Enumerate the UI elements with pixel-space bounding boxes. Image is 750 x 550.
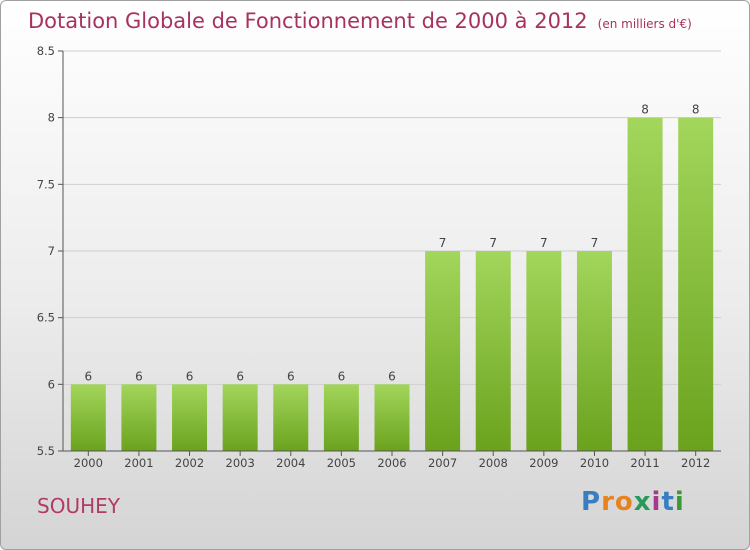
logo-letter: o	[614, 487, 634, 517]
chart-title-main: Dotation Globale de Fonctionnement de 20…	[28, 9, 588, 33]
bar-2007	[425, 251, 461, 451]
proxiti-logo: Proxiti	[581, 487, 685, 517]
bar-2004	[273, 384, 309, 451]
logo-letter: i	[674, 487, 685, 517]
y-tick-label: 7.5	[37, 177, 55, 191]
chart-title-unit: (en milliers d'€)	[597, 17, 692, 31]
x-tick-label-2011: 2011	[630, 456, 659, 470]
labels: 5.5 6 6.5 7 7.5 8 8.5 2000 6 2001 6 2002 6 2003 6 2004 6…	[37, 44, 711, 470]
x-tick-label-2006: 2006	[377, 456, 406, 470]
bar-2000	[70, 384, 106, 451]
bar-2012	[678, 117, 714, 452]
bar-2003	[222, 384, 258, 451]
bar-2010	[576, 251, 612, 451]
logo-letter: x	[633, 487, 652, 517]
logo-letter: t	[661, 487, 675, 517]
x-tick-label-2008: 2008	[479, 456, 508, 470]
bar-2009	[526, 251, 562, 451]
bar-2011	[627, 117, 663, 452]
y-tick-label: 8	[48, 111, 55, 125]
logo-letter: r	[601, 487, 615, 517]
y-tick-label: 7	[48, 244, 55, 258]
axes	[58, 50, 721, 456]
x-tick-label-2009: 2009	[529, 456, 558, 470]
chart-title: Dotation Globale de Fonctionnement de 20…	[28, 9, 692, 33]
x-tick-label-2000: 2000	[74, 456, 103, 470]
value-label-2007: 7	[439, 236, 447, 250]
value-label-2003: 6	[236, 369, 244, 383]
value-label-2012: 8	[692, 103, 700, 117]
bars	[70, 117, 714, 452]
x-tick-label-2003: 2003	[226, 456, 255, 470]
value-label-2001: 6	[135, 369, 143, 383]
bar-2001	[121, 384, 157, 451]
x-tick-label-2010: 2010	[580, 456, 609, 470]
value-label-2011: 8	[641, 103, 649, 117]
x-tick-label-2001: 2001	[124, 456, 153, 470]
value-label-2006: 6	[388, 369, 396, 383]
y-tick-label: 5.5	[37, 444, 55, 458]
x-tick-label-2005: 2005	[327, 456, 356, 470]
bar-2002	[172, 384, 208, 451]
value-label-2002: 6	[186, 369, 194, 383]
value-label-2004: 6	[287, 369, 295, 383]
y-tick-label: 6.5	[37, 311, 55, 325]
value-label-2010: 7	[591, 236, 599, 250]
bar-2006	[374, 384, 410, 451]
value-label-2000: 6	[84, 369, 92, 383]
value-label-2005: 6	[338, 369, 346, 383]
logo-letter: P	[581, 487, 602, 517]
value-label-2009: 7	[540, 236, 548, 250]
y-tick-label: 8.5	[37, 44, 55, 58]
place-name: SOUHEY	[37, 494, 120, 518]
y-tick-label: 6	[48, 377, 55, 391]
bar-2005	[323, 384, 359, 451]
x-tick-label-2007: 2007	[428, 456, 457, 470]
x-tick-label-2012: 2012	[681, 456, 710, 470]
logo-letter: i	[651, 487, 662, 517]
x-tick-label-2002: 2002	[175, 456, 204, 470]
x-tick-label-2004: 2004	[276, 456, 305, 470]
bar-2008	[475, 251, 511, 451]
value-label-2008: 7	[489, 236, 497, 250]
